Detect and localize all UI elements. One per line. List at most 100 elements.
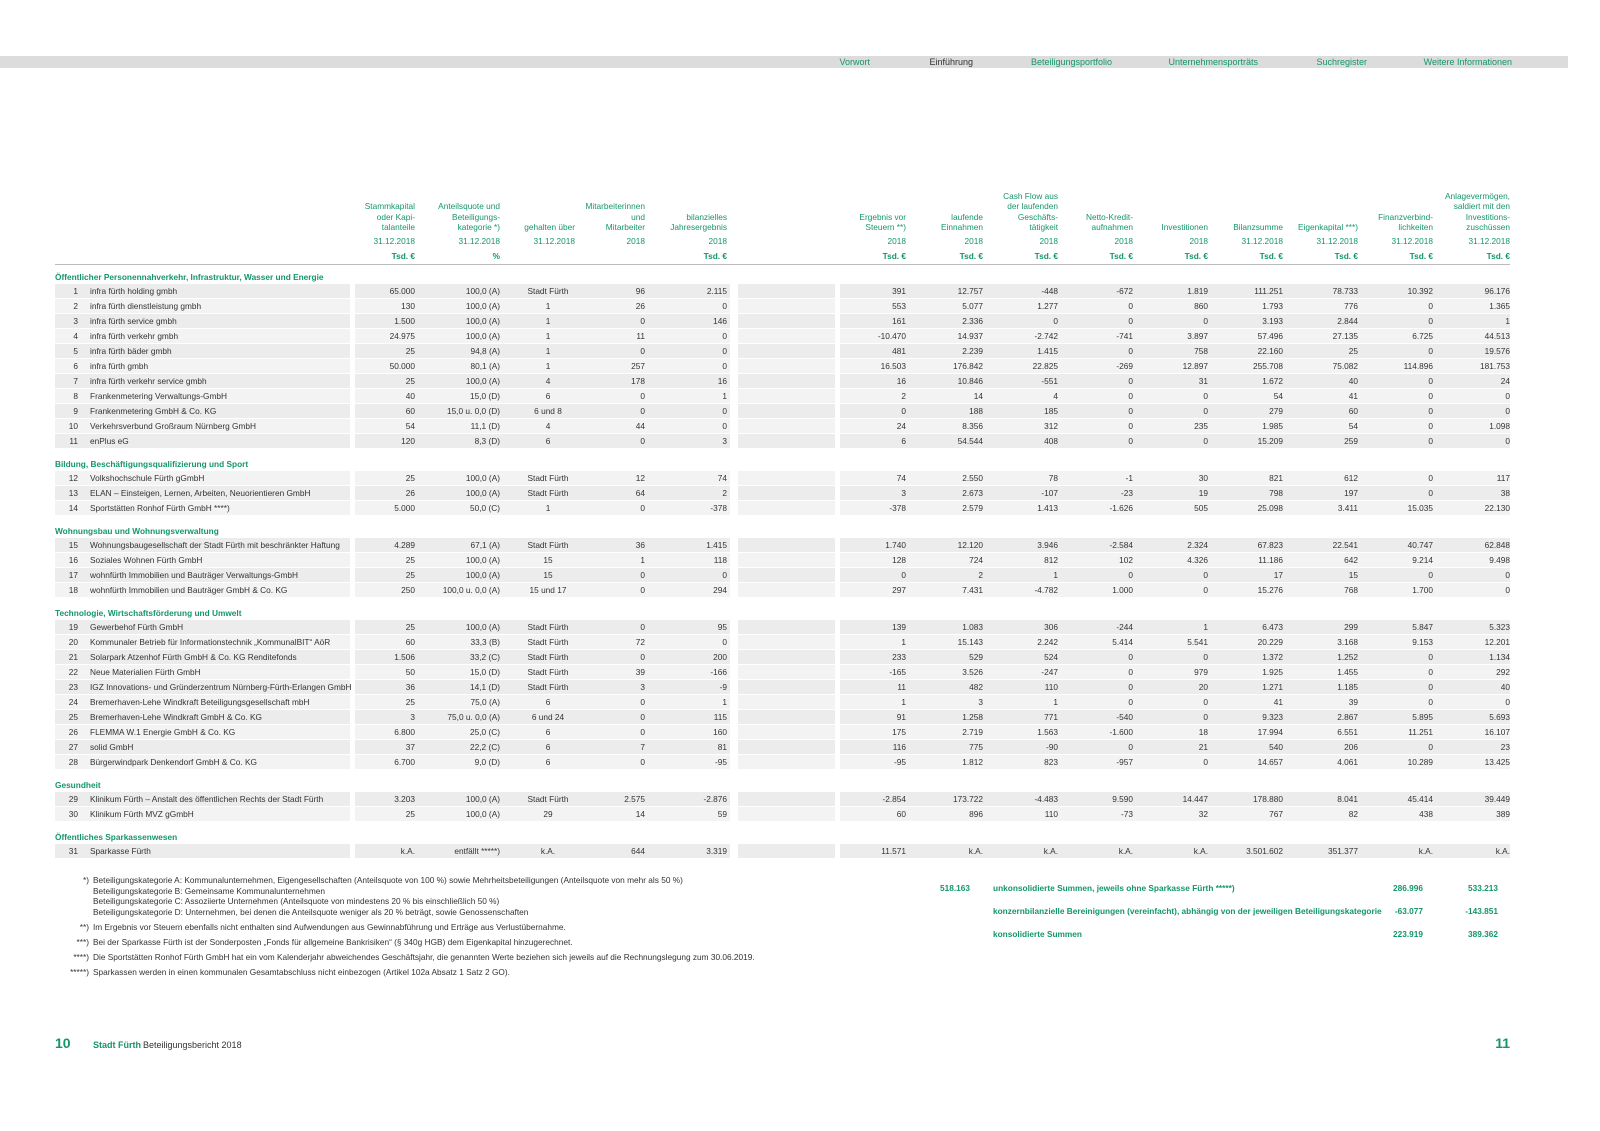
cell: 0 bbox=[1203, 406, 1208, 416]
column-header: Geschäfts- bbox=[1017, 211, 1058, 222]
column-header: lichkeiten bbox=[1398, 222, 1433, 232]
company-name: enPlus eG bbox=[90, 436, 129, 446]
cell: 100,0 (A) bbox=[465, 473, 500, 483]
cell: 75.082 bbox=[1332, 361, 1358, 371]
cell: 1.000 bbox=[1112, 585, 1133, 595]
cell: 6.473 bbox=[1262, 622, 1283, 632]
row-bg bbox=[738, 329, 835, 343]
cell: 3.897 bbox=[1187, 331, 1208, 341]
cell: 100,0 (A) bbox=[465, 570, 500, 580]
cell: 1 bbox=[1053, 570, 1058, 580]
cell: 15 bbox=[543, 555, 553, 565]
cell: -4.782 bbox=[1034, 585, 1058, 595]
column-unit: Tsd. € bbox=[703, 251, 727, 261]
cell: 0 bbox=[1428, 697, 1433, 707]
cell: 16.107 bbox=[1484, 727, 1510, 737]
cell: 1 bbox=[545, 503, 551, 513]
cell: 5.414 bbox=[1112, 637, 1133, 647]
cell: 0 bbox=[1428, 346, 1433, 356]
cell: 100,0 u. 0,0 (A) bbox=[442, 585, 500, 595]
cell: entfällt *****) bbox=[454, 846, 500, 856]
cell: 0 bbox=[1128, 421, 1133, 431]
cell: Stadt Fürth bbox=[527, 652, 569, 662]
row-bg bbox=[55, 568, 350, 582]
cell: 36 bbox=[635, 540, 645, 550]
cell: 17.994 bbox=[1257, 727, 1283, 737]
cell: 0 bbox=[1505, 406, 1510, 416]
cell: 50,0 (C) bbox=[470, 503, 500, 513]
cell: 8.041 bbox=[1337, 794, 1358, 804]
column-date: 31.12.2018 bbox=[1316, 236, 1358, 246]
cell: 15.035 bbox=[1407, 503, 1433, 513]
column-header: Bilanzsumme bbox=[1233, 222, 1283, 232]
cell: 200 bbox=[713, 652, 727, 662]
column-header: Jahresergebnis bbox=[670, 222, 727, 232]
cell: 15,0 u. 0,0 (D) bbox=[446, 406, 500, 416]
cell: -540 bbox=[1116, 712, 1133, 722]
cell: 1 bbox=[545, 301, 551, 311]
cell: 80,1 (A) bbox=[470, 361, 500, 371]
row-number: 8 bbox=[73, 391, 78, 401]
cell: 11.186 bbox=[1258, 555, 1283, 565]
row-number: 17 bbox=[68, 570, 78, 580]
cell: Stadt Fürth bbox=[527, 622, 569, 632]
nav-item[interactable]: Einführung bbox=[929, 57, 973, 67]
cell: 160 bbox=[713, 727, 727, 737]
cell: 41 bbox=[1348, 391, 1358, 401]
cell: 250 bbox=[401, 585, 415, 595]
cell: 25 bbox=[405, 555, 415, 565]
cell: 22.541 bbox=[1332, 540, 1358, 550]
cell: 100,0 (A) bbox=[465, 809, 500, 819]
cell: 0 bbox=[1203, 436, 1208, 446]
cell: 1 bbox=[901, 697, 906, 707]
cell: 0 bbox=[1505, 436, 1510, 446]
cell: 3 bbox=[978, 697, 983, 707]
cell: 41 bbox=[1273, 697, 1283, 707]
column-header: kategorie *) bbox=[457, 222, 500, 232]
nav-item[interactable]: Unternehmensporträts bbox=[1168, 57, 1258, 67]
cell: 505 bbox=[1194, 503, 1208, 513]
cell: 2.867 bbox=[1337, 712, 1358, 722]
row-bg bbox=[55, 755, 350, 769]
cell: 33,2 (C) bbox=[470, 652, 500, 662]
row-bg bbox=[738, 404, 835, 418]
row-bg bbox=[355, 680, 730, 694]
column-date: 2018 bbox=[887, 236, 906, 246]
row-bg bbox=[55, 404, 350, 418]
cell: 4 bbox=[545, 421, 551, 431]
cell: 771 bbox=[1044, 712, 1058, 722]
nav-item[interactable]: Beteiligungsportfolio bbox=[1030, 57, 1112, 67]
nav-item[interactable]: Suchregister bbox=[1316, 57, 1367, 67]
cell: 0 bbox=[1128, 301, 1133, 311]
row-bg bbox=[840, 695, 1510, 709]
column-date: 2018 bbox=[1114, 236, 1133, 246]
cell: 235 bbox=[1194, 421, 1208, 431]
row-bg bbox=[738, 299, 835, 313]
row-bg bbox=[738, 792, 835, 806]
row-bg bbox=[840, 725, 1510, 739]
cell: 3.203 bbox=[394, 794, 415, 804]
cell: 5.323 bbox=[1489, 622, 1510, 632]
summary-value: -63.077 bbox=[1394, 906, 1423, 916]
cell: 15.209 bbox=[1257, 436, 1283, 446]
row-number: 5 bbox=[73, 346, 78, 356]
row-bg bbox=[738, 284, 835, 298]
cell: k.A. bbox=[540, 846, 556, 856]
footnote-mark: ****) bbox=[73, 951, 89, 962]
cell: 67,1 (A) bbox=[470, 540, 500, 550]
nav-item[interactable]: Weitere Informationen bbox=[1423, 57, 1512, 67]
cell: 1.258 bbox=[962, 712, 983, 722]
cell: 0 bbox=[640, 712, 645, 722]
nav-item[interactable]: Vorwort bbox=[839, 57, 870, 67]
cell: 100,0 (A) bbox=[465, 316, 500, 326]
cell: 391 bbox=[892, 286, 906, 296]
cell: 11 bbox=[897, 682, 906, 692]
cell: 3.168 bbox=[1337, 637, 1358, 647]
column-header: Cash Flow aus bbox=[1003, 190, 1058, 201]
cell: 0 bbox=[1428, 652, 1433, 662]
row-number: 1 bbox=[73, 286, 78, 296]
row-bg bbox=[355, 434, 730, 448]
cell: 0 bbox=[1428, 570, 1433, 580]
row-number: 3 bbox=[73, 316, 78, 326]
cell: 6 und 8 bbox=[534, 406, 562, 416]
